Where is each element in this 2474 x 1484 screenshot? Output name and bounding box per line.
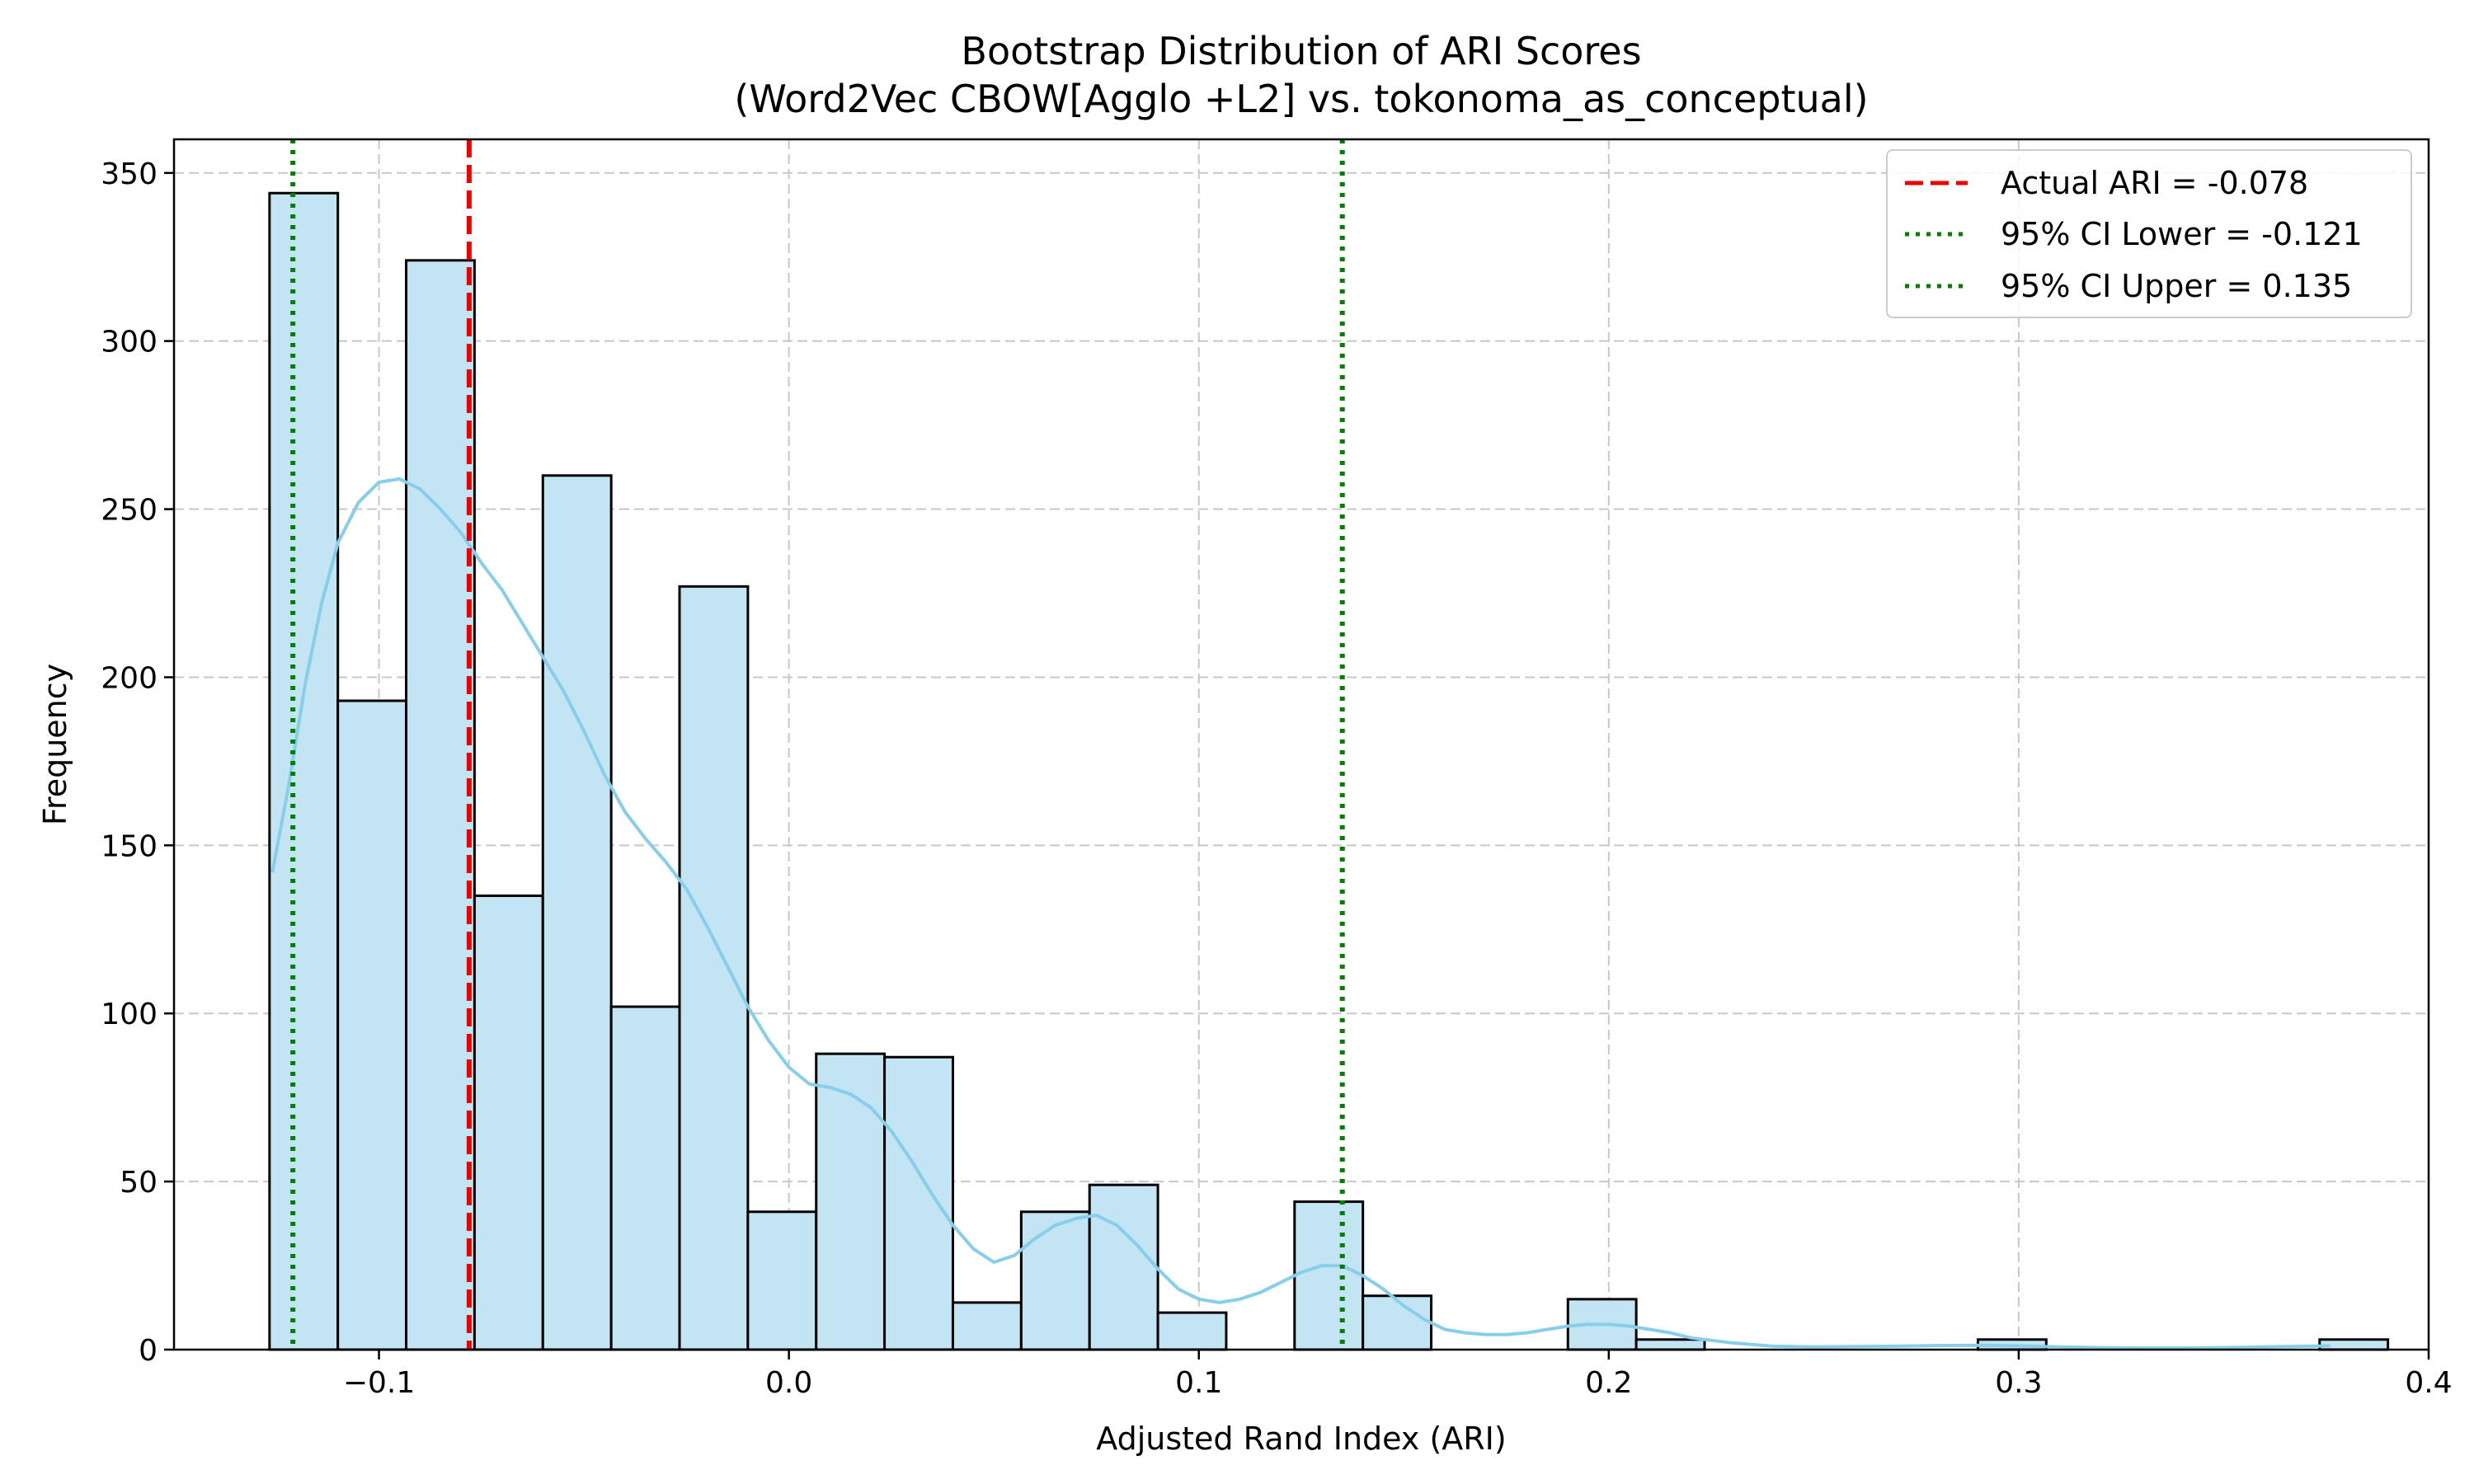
- kde-curve-group: [270, 477, 2331, 1350]
- histogram-bar: [1634, 1338, 1706, 1351]
- histogram-bar: [1088, 1183, 1159, 1351]
- histogram-bar: [1362, 1294, 1433, 1351]
- y-tick-label: 250: [101, 494, 158, 528]
- x-tick-label: 0.0: [765, 1366, 812, 1400]
- chart-title-line1: Bootstrap Distribution of ARI Scores: [961, 29, 1641, 73]
- histogram-bar: [609, 1005, 681, 1351]
- histogram-bar: [883, 1055, 954, 1351]
- legend-label-ci-lower: 95% CI Lower = -0.121: [2001, 216, 2363, 252]
- legend: Actual ARI = -0.078 95% CI Lower = -0.12…: [1886, 149, 2412, 318]
- x-tick-label: −0.1: [343, 1366, 415, 1400]
- histogram-bar: [473, 895, 544, 1351]
- histogram-bar: [1019, 1210, 1091, 1351]
- histogram-bar: [678, 585, 750, 1351]
- histogram-bar: [951, 1301, 1023, 1351]
- histogram-bar: [815, 1052, 887, 1351]
- histogram-bar: [336, 699, 408, 1351]
- x-tick-label: 0.2: [1585, 1366, 1632, 1400]
- histogram-bar: [1293, 1200, 1365, 1351]
- x-tick-label: 0.4: [2405, 1366, 2452, 1400]
- histogram-bar: [405, 259, 476, 1351]
- y-tick-label: 300: [101, 326, 158, 359]
- y-tick-label: 350: [101, 157, 158, 191]
- legend-label-ci-upper: 95% CI Upper = 0.135: [2001, 268, 2352, 304]
- y-tick-label: 0: [139, 1334, 158, 1368]
- x-tick-label: 0.1: [1175, 1366, 1222, 1400]
- x-axis-label: Adjusted Rand Index (ARI): [1096, 1421, 1506, 1457]
- plot-frame: [172, 138, 2430, 1351]
- histogram-bars: [268, 191, 2390, 1351]
- histogram-bar: [746, 1210, 818, 1351]
- y-tick-label: 100: [101, 998, 158, 1031]
- reference-lines: [290, 139, 1345, 1350]
- histogram-bar: [1156, 1311, 1228, 1351]
- axis-ticks: −0.1 0.0 0.1 0.2 0.3 0.4 0 50 100 150 200 250 300 350: [101, 157, 2452, 1400]
- y-tick-label: 200: [101, 661, 158, 695]
- kde-curve: [270, 477, 2331, 1350]
- x-tick-label: 0.3: [1995, 1366, 2042, 1400]
- y-tick-label: 150: [101, 829, 158, 863]
- y-tick-label: 50: [120, 1166, 158, 1200]
- y-axis-label: Frequency: [37, 664, 73, 825]
- legend-label-actual: Actual ARI = -0.078: [2001, 165, 2308, 201]
- histogram-bar: [268, 191, 340, 1351]
- histogram-bar: [541, 474, 613, 1351]
- chart-title-line2: (Word2Vec CBOW[Agglo +L2] vs. tokonoma_a…: [734, 77, 1868, 121]
- legend-box: [1886, 149, 2412, 318]
